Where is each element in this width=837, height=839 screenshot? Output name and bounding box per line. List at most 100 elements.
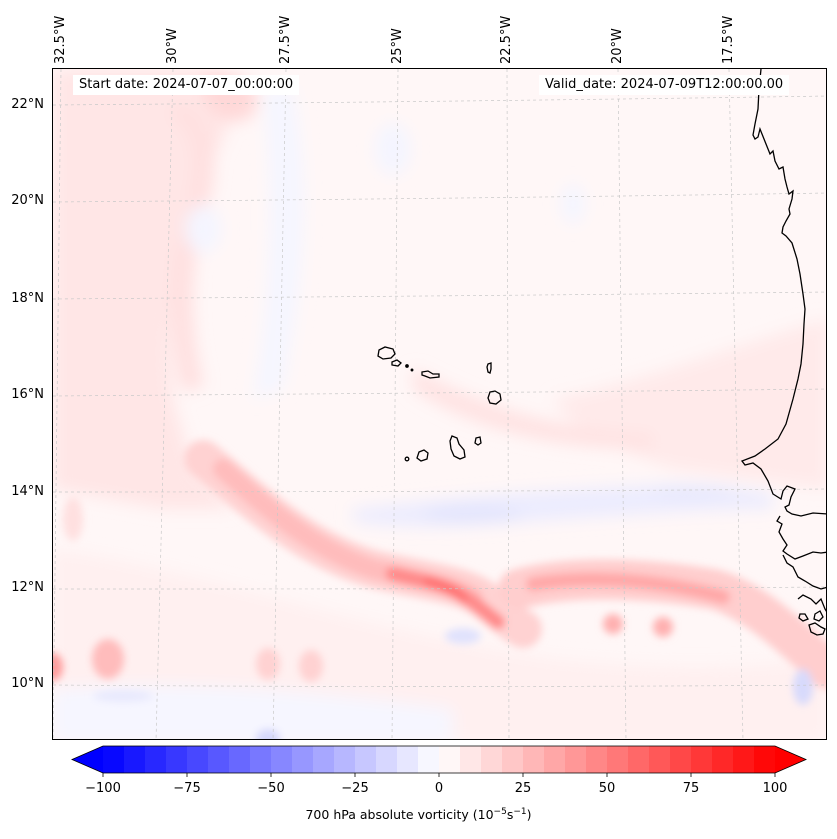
colorbar-cell: [124, 746, 146, 773]
trough-core-max: [424, 577, 467, 603]
negative-blob: [185, 205, 221, 253]
east-band-core: [526, 572, 730, 604]
colorbar-cell: [586, 746, 608, 773]
colorbar-label-close: ): [526, 807, 532, 823]
island-fogo: [416, 449, 429, 462]
lon-label: 32.5°W: [53, 15, 68, 64]
start-date-label: Start date: 2024-07-07_00:00:00: [73, 75, 300, 95]
vorticity-maxima: [53, 440, 826, 739]
colorbar-cell: [607, 746, 629, 773]
vorticity-shading: [53, 69, 826, 739]
colorbar-cell: [502, 746, 524, 773]
colorbar-cell: [565, 746, 587, 773]
colorbar-cell: [754, 746, 776, 773]
colorbar-cell: [313, 746, 335, 773]
gridline-lat: [53, 684, 826, 687]
gridline-lat: [53, 388, 826, 397]
gridline-lon: [155, 69, 174, 739]
vorticity-field: [53, 69, 826, 739]
lat-label: 10°N: [11, 676, 44, 691]
positive-blob: [603, 614, 623, 634]
negative-blob: [256, 729, 280, 739]
colorbar-cell: [355, 746, 377, 773]
colorbar-cell: [733, 746, 755, 773]
lon-label: 17.5°W: [721, 15, 736, 64]
negative-blob: [793, 669, 813, 705]
lon-label: 30°W: [165, 28, 180, 64]
positive-region-west: [53, 69, 233, 509]
lon-label: 25°W: [390, 28, 405, 64]
colorbar-cell: [397, 746, 419, 773]
lat-label: 18°N: [11, 291, 44, 306]
island-brava: [404, 456, 410, 462]
cape-verde-islands: [377, 346, 502, 462]
island-maio: [474, 436, 482, 446]
colorbar-cell: [649, 746, 671, 773]
island-santiago: [449, 435, 466, 460]
colorbar-cell: [439, 746, 461, 773]
negative-blob: [561, 184, 585, 224]
negative-blob: [375, 123, 411, 175]
negative-zone-north: [253, 89, 304, 399]
negative-blob: [423, 506, 523, 522]
colorbar: [70, 745, 808, 777]
island-santo-antao: [377, 346, 396, 360]
island-sao-vicente: [391, 359, 402, 367]
colorbar-label-text: 700 hPa absolute vorticity (: [305, 807, 478, 823]
lon-label: 20°W: [610, 28, 625, 64]
colorbar-tick-label: −75: [173, 781, 201, 796]
colorbar-tick-label: 75: [682, 781, 700, 796]
gridline-lon: [272, 69, 287, 739]
colorbar-tick-label: 25: [514, 781, 532, 796]
gridline-lon: [617, 69, 627, 739]
colorbar-cell: [418, 746, 440, 773]
gridline-lon: [53, 69, 62, 739]
colorbar-cell: [292, 746, 314, 773]
colorbar-cell: [334, 746, 356, 773]
lat-label: 14°N: [11, 484, 44, 499]
lat-label: 22°N: [11, 97, 44, 112]
colorbar-cell: [229, 746, 251, 773]
valid-date-label: Valid_date: 2024-07-09T12:00:00.00: [539, 75, 790, 95]
colorbar-cell: [628, 746, 650, 773]
positive-region-capeverde: [413, 369, 653, 449]
colorbar-tick-label: −25: [341, 781, 369, 796]
positive-blob: [92, 639, 124, 679]
colorbar-cell: [103, 746, 125, 773]
positive-blob: [653, 617, 673, 637]
colorbar-cell: [712, 746, 734, 773]
island-islet: [410, 368, 414, 372]
colorbar-cell: [481, 746, 503, 773]
colorbar-cell: [670, 746, 692, 773]
colorbar-cell: [271, 746, 293, 773]
negative-region-southwest: [53, 685, 453, 739]
lon-label: 27.5°W: [278, 15, 293, 64]
colorbar-label: 700 hPa absolute vorticity (10−5s−1): [305, 807, 532, 823]
colorbar-cell: [208, 746, 230, 773]
gridline-lat: [53, 95, 826, 106]
negative-blob: [93, 690, 153, 702]
lat-label: 20°N: [11, 193, 44, 208]
island-sao-nicolau: [421, 370, 440, 379]
negative-blob: [653, 486, 733, 498]
colorbar-cell: [544, 746, 566, 773]
colorbar-ticks: [102, 773, 776, 777]
colorbar-cells: [103, 746, 776, 773]
island-boa-vista: [487, 390, 502, 405]
island-sal: [486, 362, 492, 374]
island-santa-luzia: [405, 364, 409, 368]
colorbar-cell: [250, 746, 272, 773]
colorbar-cell: [376, 746, 398, 773]
lat-label: 16°N: [11, 387, 44, 402]
colorbar-extend-min: [72, 746, 103, 773]
lat-label: 12°N: [11, 580, 44, 595]
gridline-lon: [506, 69, 510, 739]
positive-blob: [256, 648, 280, 680]
gridline-lat: [53, 291, 826, 300]
gridline-lon: [728, 69, 744, 739]
colorbar-tick-label: 0: [434, 781, 444, 796]
gridline-lon: [391, 69, 399, 739]
colorbar-tick-label: −100: [85, 781, 121, 796]
gridline-lat: [53, 586, 826, 590]
colorbar-tick-label: −50: [257, 781, 285, 796]
